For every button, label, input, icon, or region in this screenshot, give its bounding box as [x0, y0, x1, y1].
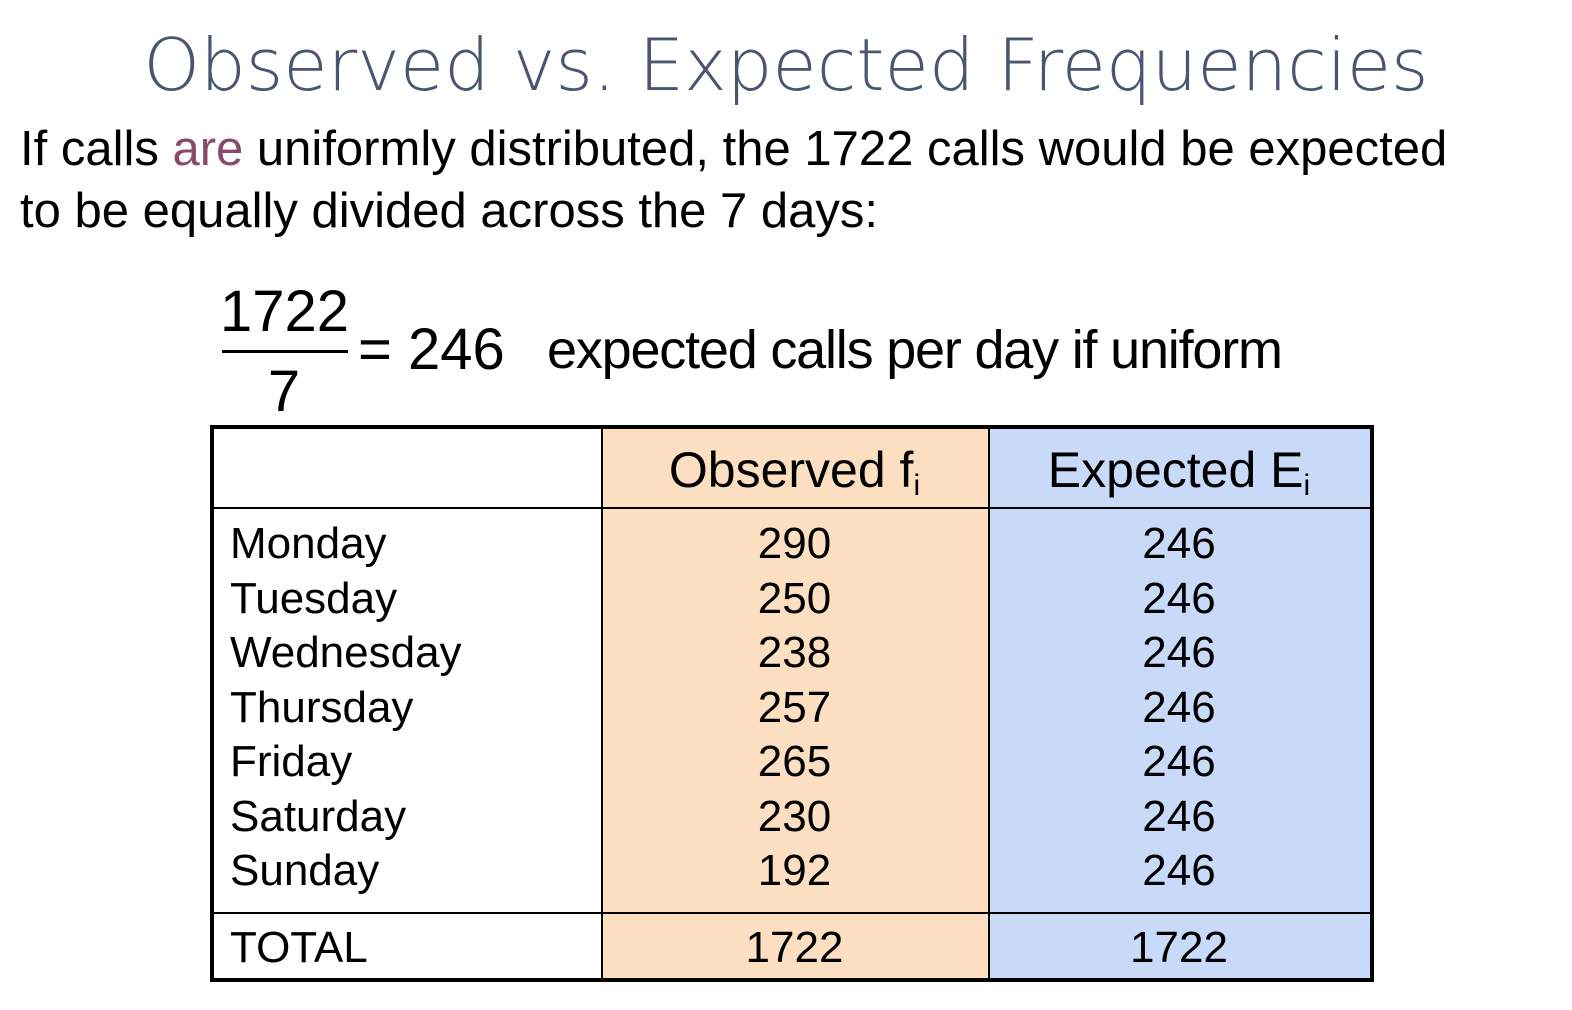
formula-numerator: 1722	[220, 279, 350, 344]
table-row: Tuesday 250 246	[214, 572, 1370, 627]
intro-part2: uniformly distributed, the 1722 calls wo…	[243, 122, 1448, 176]
total-label: TOTAL	[230, 923, 368, 972]
day-cell: Tuesday	[230, 573, 398, 623]
expected-cell: 246	[1142, 737, 1216, 786]
header-observed-sub: i	[913, 469, 921, 502]
fraction-bar	[222, 350, 348, 353]
observed-cell: 290	[757, 519, 832, 568]
expected-column-bg	[988, 429, 1370, 978]
formula-equals: =	[358, 317, 392, 382]
formula-description: expected calls per day if uniform	[547, 320, 1283, 380]
table-row: Friday 265 246	[214, 735, 1370, 790]
expected-cell: 246	[1142, 791, 1216, 841]
table-row: Sunday 192 246	[214, 844, 1370, 899]
total-divider	[214, 912, 1370, 914]
intro-line2: to be equally divided across the 7 days:	[20, 184, 879, 238]
observed-cell: 265	[757, 737, 832, 786]
observed-cell: 238	[757, 628, 832, 677]
intro-text: If calls are uniformly distributed, the …	[20, 118, 1560, 242]
day-cell: Thursday	[230, 682, 414, 732]
day-cell: Saturday	[230, 791, 407, 841]
header-divider	[214, 507, 1370, 509]
total-observed: 1722	[745, 923, 844, 972]
formula-denominator: 7	[267, 359, 301, 424]
observed-cell: 230	[757, 791, 832, 841]
observed-cell: 257	[757, 682, 832, 732]
formula: 1722 7 = 246 expected calls per day if u…	[220, 279, 1420, 424]
frequency-table: Observed fi Expected Ei Monday 290 246 T…	[210, 425, 1374, 982]
day-cell: Sunday	[230, 846, 380, 895]
table-body: Monday 290 246 Tuesday 250 246 Wednesday…	[214, 517, 1370, 899]
header-observed: Observed fi	[601, 441, 988, 515]
intro-part1: If calls	[20, 122, 173, 176]
observed-cell: 192	[757, 846, 832, 895]
table-row: Saturday 230 246	[214, 790, 1370, 845]
table-row: Wednesday 238 246	[214, 626, 1370, 681]
page-title: Observed vs. Expected Frequencies	[143, 23, 1429, 107]
observed-cell: 250	[757, 573, 832, 623]
intro-highlight: are	[172, 122, 244, 176]
day-cell: Friday	[230, 737, 353, 786]
expected-cell: 246	[1142, 682, 1216, 732]
expected-cell: 246	[1142, 573, 1216, 623]
total-row: TOTAL 1722 1722	[214, 919, 1370, 977]
header-expected: Expected Ei	[988, 441, 1370, 515]
day-cell: Wednesday	[230, 628, 462, 677]
header-expected-sub: i	[1303, 469, 1311, 502]
observed-column-bg	[601, 429, 988, 978]
expected-cell: 246	[1142, 519, 1216, 568]
table-row: Thursday 257 246	[214, 681, 1370, 736]
day-cell: Monday	[230, 519, 387, 568]
expected-cell: 246	[1142, 628, 1216, 677]
formula-result: 246	[408, 317, 505, 382]
header-observed-label: Observed f	[668, 442, 914, 498]
header-expected-label: Expected E	[1047, 442, 1304, 498]
table-row: Monday 290 246	[214, 517, 1370, 572]
total-expected: 1722	[1130, 923, 1228, 972]
expected-cell: 246	[1142, 846, 1216, 895]
